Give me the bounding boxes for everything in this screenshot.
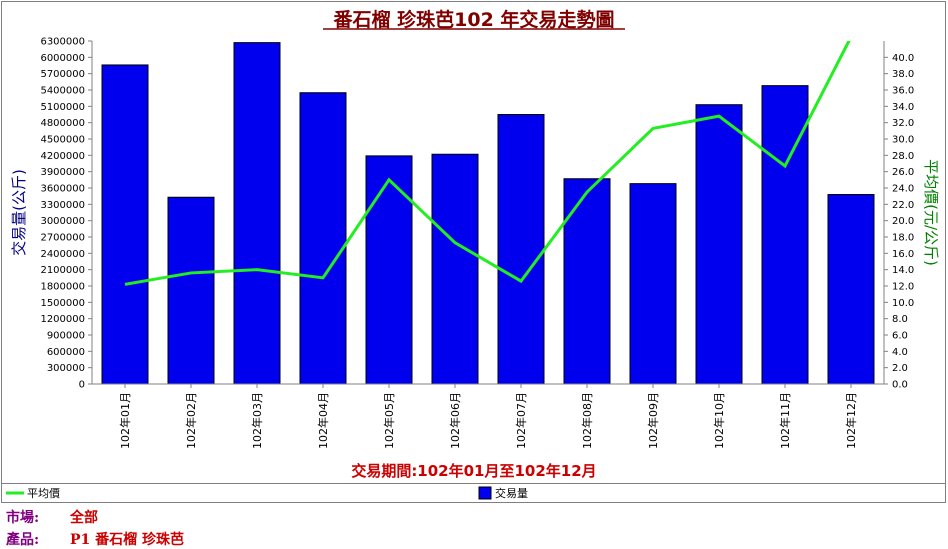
y-tick-label: 2400000 xyxy=(40,249,85,260)
y-tick-label: 3600000 xyxy=(40,184,85,195)
x-tick-label: 102年02月 xyxy=(184,392,198,449)
y2-tick-label: 12.0 xyxy=(892,282,914,293)
bar-102年06月 xyxy=(431,153,479,385)
legend-bar-swatch xyxy=(478,486,492,500)
bar-102年01月 xyxy=(101,64,149,385)
chart-title: 番石榴 珍珠芭102 年交易走勢圖 xyxy=(333,8,615,31)
x-tick-label: 102年05月 xyxy=(382,392,396,449)
product-label: 產品: xyxy=(6,532,40,548)
y-tick-label: 2700000 xyxy=(40,233,85,244)
y2-tick-label: 8.0 xyxy=(892,314,908,325)
y2-tick-label: 14.0 xyxy=(892,265,914,276)
legend-bar-label: 交易量 xyxy=(495,486,528,500)
bar-102年11月 xyxy=(761,85,809,385)
y2-tick-label: 40.0 xyxy=(892,53,914,64)
y-tick-label: 5400000 xyxy=(40,86,85,97)
legend-separator xyxy=(1,483,946,484)
x-tick-label: 102年01月 xyxy=(118,392,132,449)
x-tick-label: 102年11月 xyxy=(778,392,792,449)
x-tick-label: 102年04月 xyxy=(316,392,330,449)
y-axis-title: 交易量(公斤) xyxy=(10,169,28,256)
bar-102年05月 xyxy=(365,155,413,385)
x-tick-label: 102年09月 xyxy=(646,392,660,449)
y2-tick-label: 38.0 xyxy=(892,69,914,80)
y2-axis-title: 平均價(元/公斤) xyxy=(922,159,940,266)
y2-tick-label: 28.0 xyxy=(892,151,914,162)
product-value: P1 番石榴 珍珠芭 xyxy=(70,532,185,548)
y2-tick-label: 16.0 xyxy=(892,249,914,260)
bar-102年02月 xyxy=(167,196,215,385)
bar-102年09月 xyxy=(629,183,677,385)
y2-tick-label: 6.0 xyxy=(892,331,908,342)
y-tick-label: 3900000 xyxy=(40,167,85,178)
y2-tick-label: 26.0 xyxy=(892,167,914,178)
y-tick-label: 600000 xyxy=(47,347,85,358)
y-tick-label: 6000000 xyxy=(40,53,85,64)
period-label: 交易期間:102年01月至102年12月 xyxy=(351,462,596,480)
x-tick-label: 102年08月 xyxy=(580,392,594,449)
market-row: 市場: 全部 xyxy=(6,507,98,527)
y2-tick-label: 2.0 xyxy=(892,363,908,374)
y-tick-label: 4200000 xyxy=(40,151,85,162)
bar-102年08月 xyxy=(563,178,611,385)
product-row: 產品: P1 番石榴 珍珠芭 xyxy=(6,529,184,549)
y2-tick-label: 20.0 xyxy=(892,216,914,227)
y-tick-label: 1200000 xyxy=(40,314,85,325)
y-tick-label: 3300000 xyxy=(40,200,85,211)
y2-tick-label: 4.0 xyxy=(892,347,908,358)
bar-102年12月 xyxy=(827,194,875,385)
y-tick-label: 3000000 xyxy=(40,216,85,227)
legend-line-label: 平均價 xyxy=(27,486,60,500)
y2-tick-label: 30.0 xyxy=(892,135,914,146)
y-tick-label: 900000 xyxy=(47,331,85,342)
market-value: 全部 xyxy=(70,510,98,526)
y2-tick-label: 36.0 xyxy=(892,86,914,97)
y-tick-label: 5100000 xyxy=(40,102,85,113)
y2-tick-label: 24.0 xyxy=(892,184,914,195)
x-tick-label: 102年06月 xyxy=(448,392,462,449)
y2-tick-label: 34.0 xyxy=(892,102,914,113)
x-tick-label: 102年07月 xyxy=(514,392,528,449)
y-tick-label: 4500000 xyxy=(40,135,85,146)
y-tick-label: 0 xyxy=(79,380,85,391)
x-tick-label: 102年10月 xyxy=(712,392,726,449)
bar-102年04月 xyxy=(299,92,347,385)
bar-102年10月 xyxy=(695,104,743,385)
x-tick-label: 102年12月 xyxy=(844,392,858,449)
y-tick-label: 2100000 xyxy=(40,265,85,276)
y-tick-label: 300000 xyxy=(47,363,85,374)
y-tick-label: 6300000 xyxy=(40,37,85,48)
y2-tick-label: 0.0 xyxy=(892,380,908,391)
y2-tick-label: 32.0 xyxy=(892,118,914,129)
chart-frame xyxy=(1,1,946,503)
bar-102年03月 xyxy=(233,42,281,385)
price-line xyxy=(124,41,851,286)
y2-tick-label: 18.0 xyxy=(892,233,914,244)
y-tick-label: 1800000 xyxy=(40,282,85,293)
y2-tick-label: 10.0 xyxy=(892,298,914,309)
market-label: 市場: xyxy=(6,510,40,526)
y2-tick-label: 22.0 xyxy=(892,200,914,211)
y-tick-label: 1500000 xyxy=(40,298,85,309)
x-tick-label: 102年03月 xyxy=(250,392,264,449)
y-tick-label: 5700000 xyxy=(40,69,85,80)
bar-102年07月 xyxy=(497,114,545,385)
y-tick-label: 4800000 xyxy=(40,118,85,129)
